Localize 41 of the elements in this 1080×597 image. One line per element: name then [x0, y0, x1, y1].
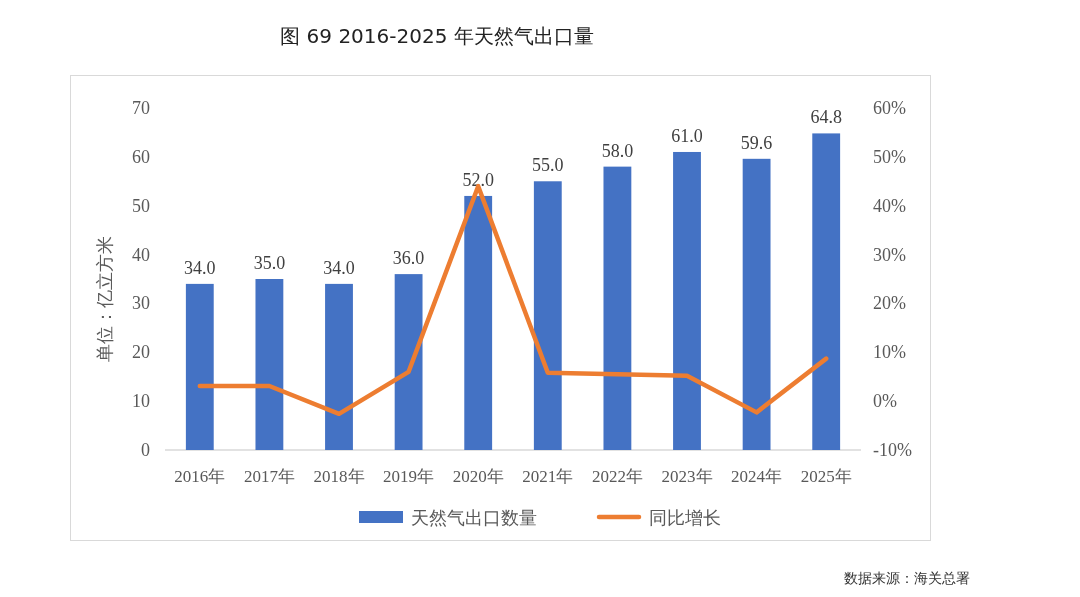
y-tick-label: 10 — [132, 391, 150, 412]
data-label: 35.0 — [253, 253, 286, 273]
y-tick-label: 60 — [132, 146, 150, 167]
x-tick-label: 2021年 — [522, 466, 574, 486]
data-label: 59.6 — [740, 132, 773, 153]
title: 图 69 2016-2025 年天然气出口量 — [280, 24, 594, 48]
y2-tick-label: 0% — [873, 391, 897, 412]
y2-tick-label: 20% — [873, 293, 906, 314]
data-label: 61.0 — [671, 125, 703, 146]
y-tick-label: 30 — [132, 293, 150, 314]
y2-tick-label: 10% — [873, 342, 906, 363]
x-tick-label: 2019年 — [383, 466, 435, 486]
y2-tick-label: 60% — [873, 98, 906, 118]
data-label: 64.8 — [810, 107, 842, 128]
y-tick-label: 0 — [141, 440, 150, 460]
y-tick-label: 20 — [132, 342, 150, 363]
x-tick-label: 2025年 — [800, 466, 852, 486]
y-tick-label: 40 — [132, 244, 150, 265]
y-axis-title: 单位：亿立方米 — [93, 236, 115, 362]
y2-tick-label: 50% — [873, 146, 906, 167]
x-tick-label: 2022年 — [591, 466, 643, 486]
x-tick-label: 2017年 — [243, 466, 295, 486]
data-label: 34.0 — [184, 257, 216, 278]
legend-label: 天然气出口数量 — [411, 506, 537, 528]
data-label: 52.0 — [462, 169, 494, 190]
x-tick-label: 2024年 — [731, 466, 783, 486]
y2-tick-label: 30% — [873, 244, 906, 265]
x-tick-label: 2023年 — [661, 466, 713, 486]
data-label: 34.0 — [323, 257, 355, 278]
y-tick-label: 70 — [132, 98, 150, 118]
data-label: 55.0 — [532, 155, 564, 176]
source-note: 数据来源：海关总署 — [844, 570, 970, 586]
legend-label: 同比增长 — [649, 506, 721, 528]
y2-tick-label: 40% — [873, 195, 906, 216]
data-label: 36.0 — [392, 248, 425, 269]
x-tick-label: 2018年 — [313, 466, 365, 486]
x-tick-label: 2016年 — [174, 466, 226, 486]
data-label: 58.0 — [601, 140, 634, 161]
y2-tick-label: -10% — [873, 440, 912, 460]
y-tick-label: 50 — [132, 195, 150, 216]
x-tick-label: 2020年 — [452, 466, 504, 486]
